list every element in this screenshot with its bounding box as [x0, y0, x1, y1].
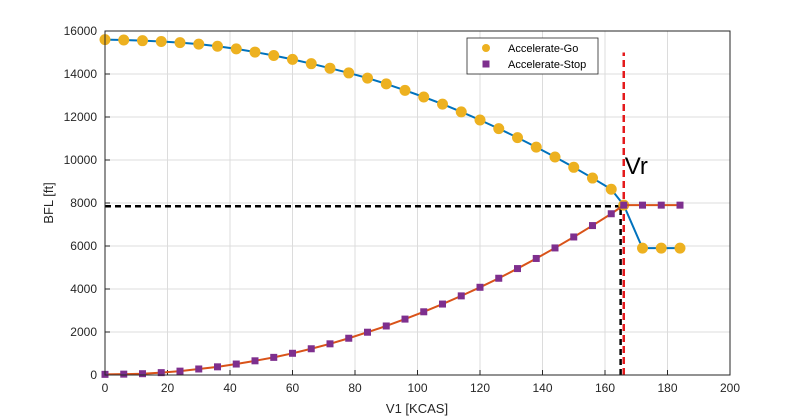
point-accelerate-go	[455, 106, 467, 118]
point-accelerate-stop	[345, 334, 353, 342]
x-tick-label: 60	[286, 381, 300, 395]
x-tick-label: 200	[720, 381, 740, 395]
x-axis-label: V1 [KCAS]	[386, 401, 448, 416]
y-tick-label: 16000	[64, 24, 98, 38]
point-accelerate-go	[399, 84, 411, 96]
y-tick-label: 8000	[70, 196, 97, 210]
point-accelerate-stop	[307, 345, 315, 353]
point-accelerate-stop	[120, 370, 128, 378]
point-accelerate-stop	[270, 353, 278, 361]
point-accelerate-go	[674, 242, 686, 254]
x-tick-label: 180	[657, 381, 677, 395]
point-accelerate-stop	[514, 265, 521, 273]
x-tick-label: 140	[532, 381, 552, 395]
point-accelerate-stop	[439, 300, 446, 308]
legend-marker-accelerate-go	[482, 44, 490, 52]
point-accelerate-stop	[251, 357, 259, 365]
point-accelerate-go	[530, 141, 542, 153]
point-accelerate-stop	[639, 201, 646, 209]
point-accelerate-go	[324, 62, 336, 74]
reference-lines	[105, 52, 625, 375]
y-tick-labels: 0 2000 4000 6000 8000 10000 12000 14000 16000	[64, 24, 98, 382]
legend-label-accelerate-stop: Accelerate-Stop	[508, 59, 586, 71]
point-accelerate-stop	[589, 222, 596, 230]
point-accelerate-go	[305, 58, 317, 70]
legend: Accelerate-Go Accelerate-Stop	[466, 37, 599, 75]
point-accelerate-go	[137, 35, 148, 47]
point-accelerate-go	[155, 36, 167, 48]
point-accelerate-go	[249, 46, 261, 58]
point-accelerate-go	[118, 34, 130, 46]
point-accelerate-go	[230, 43, 242, 55]
point-accelerate-stop	[532, 254, 540, 262]
point-accelerate-go	[655, 242, 667, 254]
y-tick-label: 14000	[64, 67, 98, 81]
point-accelerate-go	[474, 114, 486, 126]
point-accelerate-go	[493, 123, 505, 135]
point-accelerate-go	[287, 53, 298, 65]
point-accelerate-stop	[657, 201, 665, 209]
point-accelerate-stop	[457, 292, 465, 300]
y-tick-label: 10000	[64, 153, 98, 167]
point-accelerate-stop	[676, 201, 684, 209]
point-accelerate-stop	[476, 283, 484, 291]
point-accelerate-stop	[139, 370, 146, 378]
point-accelerate-stop	[495, 274, 503, 282]
legend-label-accelerate-go: Accelerate-Go	[508, 43, 578, 55]
y-tick-label: 4000	[70, 282, 97, 296]
point-accelerate-go	[380, 78, 392, 90]
legend-marker-accelerate-stop	[482, 60, 490, 68]
y-tick-label: 6000	[70, 239, 97, 253]
point-accelerate-go	[343, 67, 355, 79]
series-group	[99, 34, 686, 378]
x-tick-labels: 0 20 40 60 80 100 120 140 160 180 200	[102, 381, 741, 395]
y-tick-label: 2000	[70, 325, 97, 339]
point-accelerate-go	[568, 161, 580, 173]
point-accelerate-go	[587, 172, 598, 184]
point-accelerate-stop	[232, 360, 240, 368]
point-accelerate-stop	[401, 315, 409, 323]
point-accelerate-go	[549, 151, 561, 163]
point-accelerate-go	[193, 38, 205, 50]
x-tick-label: 0	[102, 381, 109, 395]
x-tick-label: 160	[595, 381, 615, 395]
point-accelerate-go	[512, 132, 523, 144]
point-accelerate-stop	[382, 322, 390, 330]
x-tick-label: 40	[223, 381, 237, 395]
x-tick-label: 100	[407, 381, 427, 395]
point-accelerate-stop	[195, 365, 203, 373]
x-tick-label: 120	[470, 381, 490, 395]
point-accelerate-go	[212, 40, 223, 52]
legend-box	[466, 37, 599, 75]
point-accelerate-stop	[326, 340, 334, 348]
x-tick-label: 20	[161, 381, 175, 395]
point-accelerate-go	[418, 91, 430, 103]
point-accelerate-go	[174, 37, 186, 49]
point-accelerate-go	[268, 50, 280, 62]
point-accelerate-go	[362, 72, 373, 84]
plot-frame	[104, 30, 731, 376]
x-tick-label: 80	[348, 381, 362, 395]
annotations: Vr	[625, 153, 648, 180]
point-accelerate-go	[605, 183, 617, 195]
point-accelerate-stop	[551, 244, 559, 252]
point-accelerate-stop	[607, 210, 615, 218]
point-accelerate-stop	[289, 349, 296, 357]
y-axis-label: BFL [ft]	[41, 182, 56, 223]
point-accelerate-stop	[364, 328, 371, 336]
annotation-vr: Vr	[625, 153, 648, 180]
point-accelerate-stop	[214, 363, 221, 371]
point-accelerate-go	[437, 98, 448, 110]
y-tick-label: 0	[90, 368, 97, 382]
point-accelerate-stop	[157, 369, 165, 377]
y-tick-label: 12000	[64, 110, 98, 124]
point-accelerate-go	[637, 242, 648, 254]
point-accelerate-stop	[570, 233, 578, 241]
point-accelerate-stop	[620, 201, 628, 209]
point-accelerate-stop	[176, 367, 184, 375]
point-accelerate-stop	[420, 308, 428, 316]
